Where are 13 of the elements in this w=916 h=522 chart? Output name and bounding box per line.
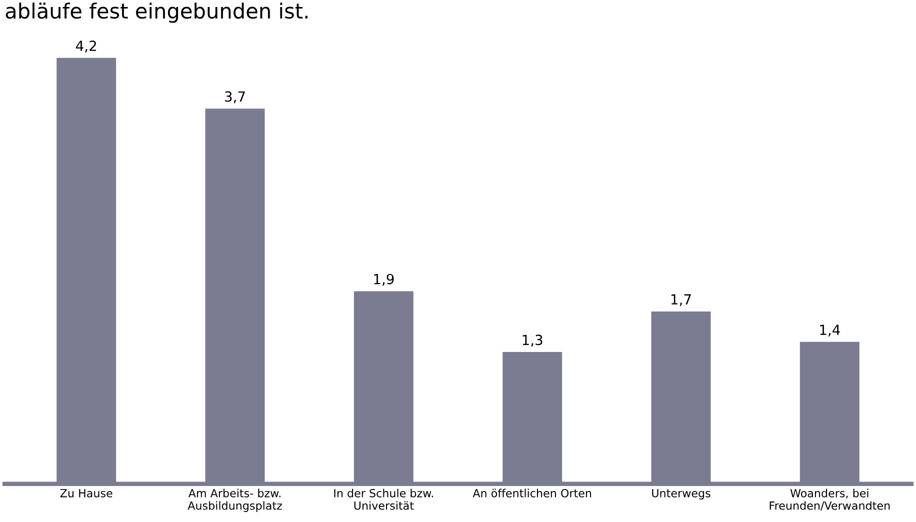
data-label: 3,7	[225, 91, 245, 104]
x-tick-label: In der Schule bzw. Universität	[334, 488, 433, 510]
x-tick-label: Unterwegs	[652, 489, 710, 500]
data-label: 1,3	[522, 334, 542, 347]
data-label: 1,7	[671, 294, 691, 306]
x-tick-label: Am Arbeits- bzw. Ausbildungsplatz	[188, 488, 282, 512]
data-label: 1,4	[820, 324, 840, 336]
chart-title: abläufe fest eingebunden ist.	[6, 2, 308, 23]
x-tick-label: An öffentlichen Orten	[472, 488, 592, 498]
x-tick-label: Zu Hause	[60, 489, 112, 498]
data-label: 4,2	[76, 40, 96, 52]
data-label: 1,9	[374, 274, 394, 286]
x-tick-label: Woanders, bei Freunden/Verwandten	[770, 488, 890, 511]
